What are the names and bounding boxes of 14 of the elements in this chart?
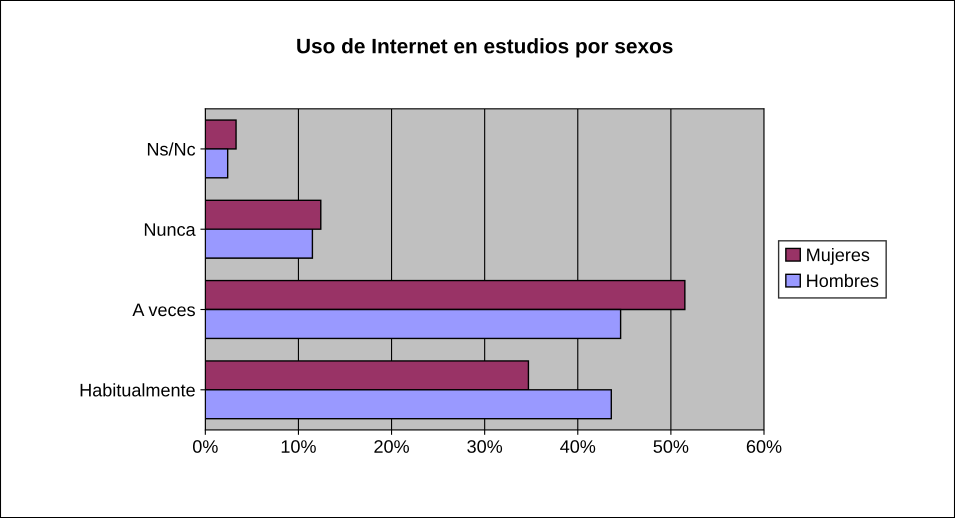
x-tick-label: 60% [746, 440, 782, 453]
x-tick-label: 50% [654, 440, 688, 453]
x-tick-label: 10% [282, 440, 316, 453]
y-tick-label: Nunca [144, 223, 196, 236]
legend-label: Mujeres [807, 248, 870, 265]
x-tick-label: 20% [374, 440, 409, 453]
chart-title: Uso de Internet en estudios por sexos [297, 38, 673, 58]
x-tick-label: 30% [467, 440, 502, 453]
legend-label: Hombres [807, 274, 878, 288]
x-tick-label: 40% [560, 440, 596, 453]
y-tick-label: Habitualmente [80, 383, 195, 397]
y-tick-label: A veces [132, 304, 195, 316]
x-tick-label: 0% [192, 440, 218, 453]
y-tick-label: Ns/Nc [148, 142, 196, 156]
